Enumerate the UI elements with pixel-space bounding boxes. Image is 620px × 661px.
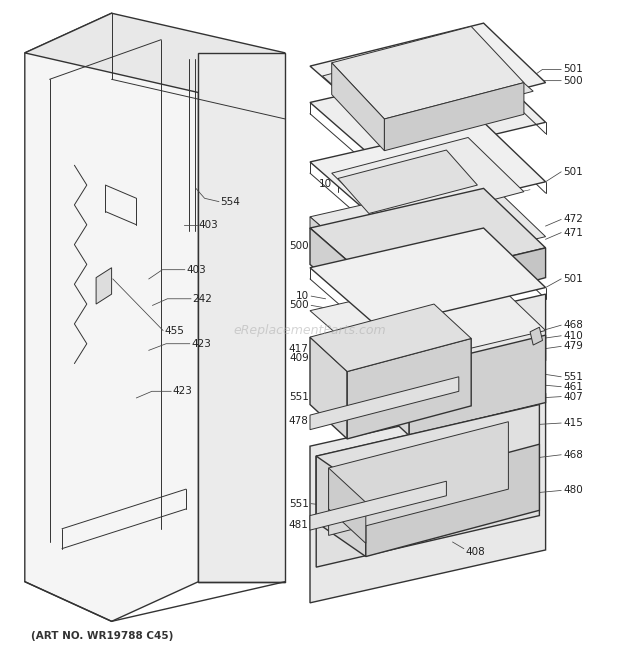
Text: 409: 409 xyxy=(289,353,309,364)
Text: eReplacementParts.com: eReplacementParts.com xyxy=(234,324,386,337)
Polygon shape xyxy=(329,468,366,543)
Polygon shape xyxy=(198,53,285,582)
Text: 408: 408 xyxy=(465,547,485,557)
Polygon shape xyxy=(329,422,508,535)
Text: 468: 468 xyxy=(563,449,583,460)
Polygon shape xyxy=(316,405,539,518)
Text: 415: 415 xyxy=(563,418,583,428)
Text: 423: 423 xyxy=(172,386,192,397)
Polygon shape xyxy=(310,481,446,530)
Polygon shape xyxy=(378,248,546,324)
Text: 10: 10 xyxy=(296,291,309,301)
Text: 501: 501 xyxy=(563,167,583,177)
Polygon shape xyxy=(409,335,546,436)
Polygon shape xyxy=(310,23,546,126)
Polygon shape xyxy=(332,137,524,227)
Text: 468: 468 xyxy=(348,403,368,413)
Polygon shape xyxy=(338,150,477,214)
Text: 10: 10 xyxy=(319,178,332,189)
Polygon shape xyxy=(347,338,471,439)
Polygon shape xyxy=(372,294,546,400)
Text: 411: 411 xyxy=(396,520,415,531)
Text: 410: 410 xyxy=(563,330,583,341)
Polygon shape xyxy=(372,334,409,436)
Polygon shape xyxy=(530,327,542,345)
Polygon shape xyxy=(366,444,539,557)
Text: 551: 551 xyxy=(289,391,309,402)
Text: 480: 480 xyxy=(563,485,583,496)
Polygon shape xyxy=(316,405,539,567)
Text: 554: 554 xyxy=(220,196,240,207)
Polygon shape xyxy=(310,271,546,370)
Text: 481: 481 xyxy=(289,520,309,531)
Polygon shape xyxy=(310,304,471,371)
Text: 500: 500 xyxy=(563,75,583,86)
Text: 471: 471 xyxy=(563,227,583,238)
Text: 403: 403 xyxy=(198,219,218,230)
Polygon shape xyxy=(310,217,378,288)
Polygon shape xyxy=(310,188,546,288)
Polygon shape xyxy=(310,177,546,276)
Text: 474: 474 xyxy=(386,183,405,194)
Polygon shape xyxy=(332,63,384,151)
Text: (ART NO. WR19788 C45): (ART NO. WR19788 C45) xyxy=(31,631,174,641)
Polygon shape xyxy=(310,337,347,439)
Text: 403: 403 xyxy=(186,264,206,275)
Polygon shape xyxy=(332,26,524,119)
Polygon shape xyxy=(316,456,366,557)
Polygon shape xyxy=(384,83,524,151)
Text: 472: 472 xyxy=(563,214,583,225)
Text: 479: 479 xyxy=(563,341,583,352)
Polygon shape xyxy=(310,122,546,221)
Polygon shape xyxy=(310,228,546,327)
Text: 455: 455 xyxy=(164,325,184,336)
Text: 551: 551 xyxy=(563,371,583,382)
Text: 413: 413 xyxy=(422,344,441,354)
Text: 242: 242 xyxy=(192,293,212,304)
Text: 473: 473 xyxy=(472,167,492,177)
Text: 478: 478 xyxy=(289,416,309,426)
Polygon shape xyxy=(310,377,459,430)
Text: 551: 551 xyxy=(289,498,309,509)
Polygon shape xyxy=(310,63,546,162)
Text: 500: 500 xyxy=(289,300,309,311)
Polygon shape xyxy=(25,13,285,93)
Polygon shape xyxy=(310,393,546,603)
Text: 407: 407 xyxy=(563,391,583,402)
Text: 417: 417 xyxy=(289,344,309,354)
Text: 461: 461 xyxy=(563,381,583,392)
Polygon shape xyxy=(310,228,378,324)
Polygon shape xyxy=(25,13,198,621)
Text: 468: 468 xyxy=(563,320,583,330)
Text: 423: 423 xyxy=(191,338,211,349)
Polygon shape xyxy=(322,36,533,131)
Text: 500: 500 xyxy=(289,241,309,251)
Text: 501: 501 xyxy=(563,274,583,284)
Text: 501: 501 xyxy=(563,64,583,75)
Polygon shape xyxy=(96,268,112,304)
Text: 468: 468 xyxy=(396,530,415,541)
